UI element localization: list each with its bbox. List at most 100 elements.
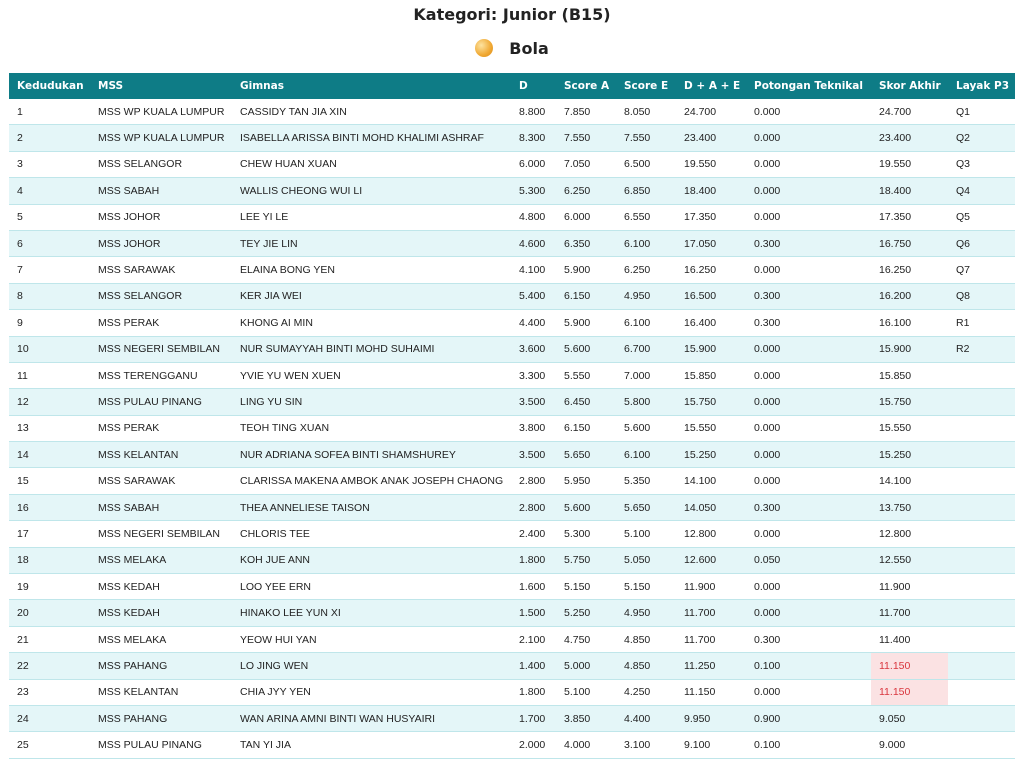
result-row: 20 MSS KEDAH HINAKO LEE YUN XI 1.500 5.250 4.… bbox=[9, 599, 1015, 627]
cell: 4.250 bbox=[616, 679, 676, 706]
cell: 4.400 bbox=[511, 309, 556, 337]
empty-cell bbox=[948, 494, 1015, 522]
cell: 14.100 bbox=[871, 467, 948, 495]
cell: 0.000 bbox=[746, 124, 871, 152]
cell: 5.000 bbox=[556, 652, 616, 680]
cell: 0.000 bbox=[746, 388, 871, 416]
cell: 6.250 bbox=[616, 256, 676, 284]
cell: 11.250 bbox=[676, 652, 746, 680]
cell: MSS NEGERI SEMBILAN bbox=[90, 336, 232, 363]
cell: 17.350 bbox=[871, 204, 948, 231]
cell: 23.400 bbox=[871, 124, 948, 152]
cell: 1 bbox=[9, 99, 90, 126]
cell: 0.900 bbox=[746, 705, 871, 733]
result-row: 25 MSS PULAU PINANG TAN YI JIA 2.000 4.000 3.… bbox=[9, 731, 1015, 759]
cell: 6.850 bbox=[616, 177, 676, 205]
cell: 16.100 bbox=[871, 309, 948, 337]
cell: 11.150 bbox=[676, 679, 746, 706]
cell: 4.800 bbox=[511, 204, 556, 231]
cell: Q7 bbox=[948, 256, 1015, 284]
cell: LOO YEE ERN bbox=[232, 573, 511, 601]
column-header: Gimnas bbox=[232, 73, 511, 99]
cell: TAN YI JIA bbox=[232, 731, 511, 759]
cell: 15.750 bbox=[871, 388, 948, 416]
column-header: Score E bbox=[616, 73, 676, 99]
cell: 11 bbox=[9, 362, 90, 390]
result-row: 11 MSS TERENGGANU YVIE YU WEN XUEN 3.300 5.5… bbox=[9, 362, 1015, 390]
cell: 24 bbox=[9, 705, 90, 733]
cell: MSS JOHOR bbox=[90, 230, 232, 258]
cell: YVIE YU WEN XUEN bbox=[232, 362, 511, 390]
cell: 5.600 bbox=[616, 415, 676, 443]
cell: NUR ADRIANA SOFEA BINTI SHAMSHUREY bbox=[232, 441, 511, 469]
cell: 19.550 bbox=[871, 151, 948, 179]
cell: Q1 bbox=[948, 99, 1015, 126]
cell: 2.800 bbox=[511, 494, 556, 522]
cell: TEOH TING XUAN bbox=[232, 415, 511, 443]
cell: 5.100 bbox=[616, 520, 676, 548]
cell: MSS PERAK bbox=[90, 415, 232, 443]
ball-icon bbox=[475, 39, 494, 57]
cell: CASSIDY TAN JIA XIN bbox=[232, 99, 511, 126]
cell: MSS SARAWAK bbox=[90, 467, 232, 495]
result-row: 12 MSS PULAU PINANG LING YU SIN 3.500 6.450 5… bbox=[9, 388, 1015, 416]
cell: 17 bbox=[9, 520, 90, 548]
cell: CHEW HUAN XUAN bbox=[232, 151, 511, 179]
cell: 16.500 bbox=[676, 283, 746, 311]
cell: WALLIS CHEONG WUI LI bbox=[232, 177, 511, 205]
cell: 0.000 bbox=[746, 573, 871, 601]
cell: MSS PULAU PINANG bbox=[90, 731, 232, 759]
cell: 5.750 bbox=[556, 547, 616, 575]
empty-cell bbox=[948, 467, 1015, 495]
cell: KOH JUE ANN bbox=[232, 547, 511, 575]
cell: 5.800 bbox=[616, 388, 676, 416]
cell: 0.300 bbox=[746, 494, 871, 522]
column-header: D + A + E bbox=[676, 73, 746, 99]
cell: 4 bbox=[9, 177, 90, 205]
cell: MSS NEGERI SEMBILAN bbox=[90, 520, 232, 548]
result-row: 2 MSS WP KUALA LUMPUR ISABELLA ARISSA BINT… bbox=[9, 124, 1015, 152]
cell: HINAKO LEE YUN XI bbox=[232, 599, 511, 627]
cell: Q8 bbox=[948, 283, 1015, 311]
cell: 5.150 bbox=[616, 573, 676, 601]
empty-cell bbox=[948, 705, 1015, 733]
cell: Q4 bbox=[948, 177, 1015, 205]
cell: 0.000 bbox=[746, 679, 871, 706]
column-header: Skor Akhir bbox=[871, 73, 948, 99]
cell: 25 bbox=[9, 731, 90, 759]
cell: 12.600 bbox=[676, 547, 746, 575]
cell: 0.100 bbox=[746, 652, 871, 680]
column-header: D bbox=[511, 73, 556, 99]
cell: 2 bbox=[9, 124, 90, 152]
empty-cell bbox=[948, 652, 1015, 680]
result-row: 24 MSS PAHANG WAN ARINA AMNI BINTI WAN HUS… bbox=[9, 705, 1015, 733]
cell: YEOW HUI YAN bbox=[232, 626, 511, 654]
cell: MSS PERAK bbox=[90, 309, 232, 337]
empty-cell bbox=[948, 573, 1015, 601]
cell: 4.400 bbox=[616, 705, 676, 733]
cell: 1.700 bbox=[511, 705, 556, 733]
cell: MSS JOHOR bbox=[90, 204, 232, 231]
cell: 4.000 bbox=[556, 731, 616, 759]
cell: 8 bbox=[9, 283, 90, 311]
cell: 5.350 bbox=[616, 467, 676, 495]
cell: 11.400 bbox=[871, 626, 948, 654]
cell: 5.250 bbox=[556, 599, 616, 627]
cell: 0.050 bbox=[746, 547, 871, 575]
result-row: 14 MSS KELANTAN NUR ADRIANA SOFEA BINTI SH… bbox=[9, 441, 1015, 469]
cell: 13.750 bbox=[871, 494, 948, 522]
cell: CHLORIS TEE bbox=[232, 520, 511, 548]
cell: CLARISSA MAKENA AMBOK ANAK JOSEPH CHAONG bbox=[232, 467, 511, 495]
cell: 6.450 bbox=[556, 388, 616, 416]
cell: 0.000 bbox=[746, 177, 871, 205]
cell: 2.100 bbox=[511, 626, 556, 654]
cell: 9.950 bbox=[676, 705, 746, 733]
cell: 0.000 bbox=[746, 467, 871, 495]
cell: 18.400 bbox=[676, 177, 746, 205]
result-row: 6 MSS JOHOR TEY JIE LIN 4.600 6.350 6.100 17.0… bbox=[9, 230, 1015, 258]
cell: MSS KELANTAN bbox=[90, 679, 232, 706]
cell: MSS WP KUALA LUMPUR bbox=[90, 124, 232, 152]
